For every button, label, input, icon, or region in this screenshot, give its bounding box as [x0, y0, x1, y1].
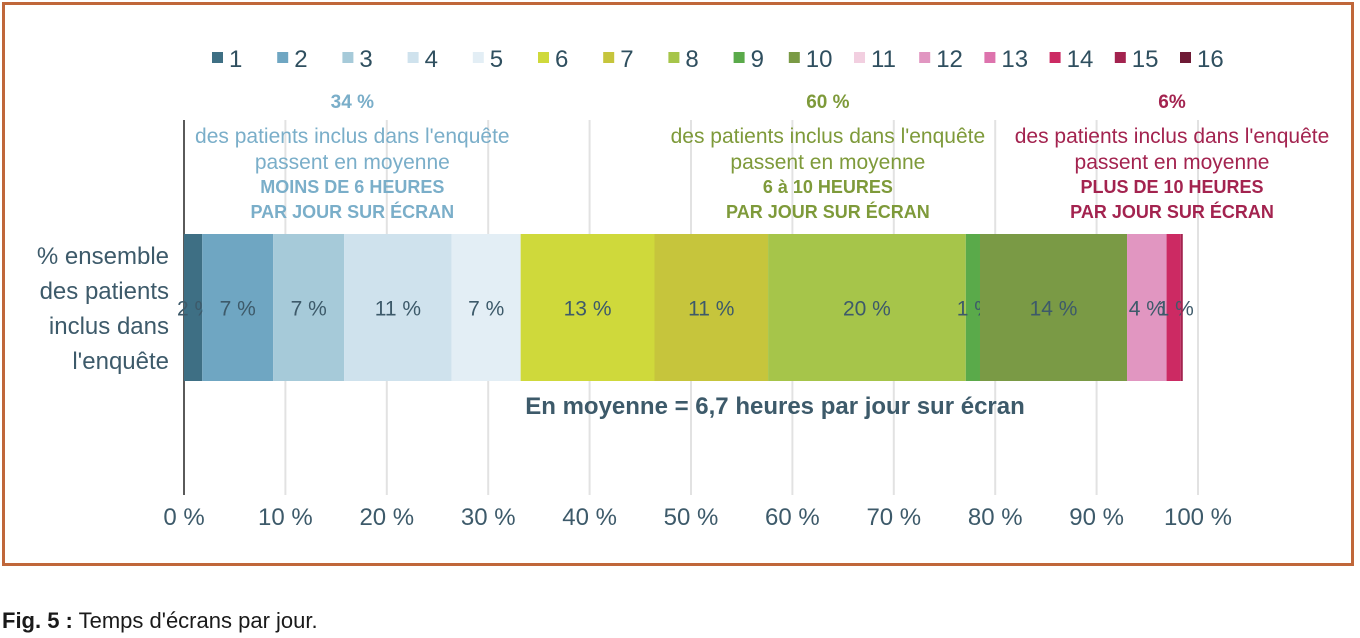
bar-segment	[273, 234, 345, 381]
caption-text: Temps d'écrans par jour.	[72, 608, 318, 633]
legend-label: 16	[1197, 46, 1224, 73]
legend-label: 2	[294, 46, 307, 73]
bar-segment	[1180, 234, 1183, 381]
data-label: 4 %	[1129, 298, 1165, 321]
x-tick-label: 10 %	[258, 504, 313, 531]
legend-swatch	[854, 52, 865, 63]
bar-segment	[979, 234, 1128, 381]
legend-swatch	[1114, 52, 1126, 63]
group-percentage: 6%	[1158, 92, 1186, 113]
group-description: passent en moyenne	[255, 151, 450, 174]
bar-segment	[965, 234, 980, 381]
legend-swatch	[984, 52, 996, 63]
data-label: 14 %	[1030, 298, 1078, 321]
x-tick-label: 0 %	[163, 504, 204, 531]
legend-swatch	[1049, 52, 1061, 63]
legend-swatch	[538, 52, 549, 63]
group-percentage: 34 %	[331, 92, 374, 113]
group-hours-label: PAR JOUR SUR ÉCRAN	[726, 201, 930, 222]
group-description: des patients inclus dans l'enquête	[195, 125, 510, 148]
legend-label: 6	[555, 46, 568, 73]
category-label: des patients	[40, 278, 169, 305]
legend-swatch	[407, 52, 419, 63]
legend-swatch	[277, 52, 289, 63]
data-label: 7 %	[468, 298, 504, 321]
bar-segment	[1127, 234, 1167, 381]
bar-segment	[520, 234, 655, 381]
data-label: 20 %	[843, 298, 891, 321]
data-label: 13 %	[564, 298, 612, 321]
legend-label: 11	[871, 46, 896, 73]
group-description: des patients inclus dans l'enquête	[1015, 125, 1330, 148]
x-tick-label: 100 %	[1164, 504, 1232, 531]
legend-swatch	[668, 52, 680, 63]
legend-swatch	[733, 52, 745, 63]
legend-swatch	[788, 52, 800, 63]
group-hours-label: PLUS DE 10 HEURES	[1080, 177, 1263, 197]
group-hours-label: MOINS DE 6 HEURES	[260, 177, 444, 197]
bar-segment	[654, 234, 769, 381]
x-tick-label: 60 %	[765, 504, 820, 531]
x-tick-label: 50 %	[664, 504, 719, 531]
legend-label: 8	[685, 46, 698, 73]
group-description: passent en moyenne	[1075, 151, 1270, 174]
legend-label: 15	[1132, 46, 1159, 73]
legend-swatch	[919, 52, 931, 63]
legend-swatch	[603, 52, 615, 63]
chart-frame	[2, 2, 1354, 566]
bar-segment	[344, 234, 452, 381]
bar-segment	[451, 234, 521, 381]
legend-label: 14	[1067, 46, 1094, 73]
data-label: 11 %	[688, 298, 734, 321]
x-tick-label: 20 %	[359, 504, 414, 531]
x-tick-label: 30 %	[461, 504, 516, 531]
legend-label: 10	[806, 46, 833, 73]
group-hours-label: PAR JOUR SUR ÉCRAN	[250, 201, 454, 222]
legend-swatch	[342, 52, 354, 63]
x-tick-label: 90 %	[1069, 504, 1124, 531]
figure-caption: Fig. 5 : Temps d'écrans par jour.	[2, 608, 318, 634]
legend-swatch	[1180, 52, 1191, 63]
legend-swatch	[212, 52, 223, 63]
legend-label: 9	[751, 46, 764, 73]
bar-segment	[184, 234, 203, 381]
bar-segment	[202, 234, 274, 381]
data-label: 7 %	[291, 298, 327, 321]
x-tick-label: 40 %	[562, 504, 617, 531]
average-annotation: En moyenne = 6,7 heures par jour sur écr…	[525, 393, 1025, 420]
caption-label: Fig. 5 :	[2, 608, 73, 633]
data-label: 1 %	[1158, 298, 1194, 321]
group-hours-label: 6 à 10 HEURES	[763, 177, 893, 197]
category-label: inclus dans	[49, 313, 169, 340]
legend-label: 13	[1001, 46, 1028, 73]
group-percentage: 60 %	[806, 92, 849, 113]
legend-label: 1	[229, 46, 242, 73]
bar-segment	[1166, 234, 1181, 381]
legend-label: 4	[425, 46, 438, 73]
category-label: l'enquête	[72, 348, 169, 375]
legend-swatch	[472, 52, 484, 63]
legend-label: 12	[936, 46, 963, 73]
data-label: 7 %	[220, 298, 256, 321]
group-description: passent en moyenne	[730, 151, 925, 174]
legend-label: 3	[359, 46, 372, 73]
stacked-bar-chart: 0 % 10 % 20 % 30 % 40 % 50 % 60 % 70 % 80 % 90 % 1…	[37, 46, 1330, 531]
legend-label: 5	[490, 46, 503, 73]
data-label: 11 %	[375, 298, 421, 321]
category-label: % ensemble	[37, 243, 169, 270]
group-description: des patients inclus dans l'enquête	[671, 125, 986, 148]
x-tick-label: 70 %	[866, 504, 921, 531]
bar-segment	[768, 234, 966, 381]
legend-label: 7	[620, 46, 633, 73]
group-hours-label: PAR JOUR SUR ÉCRAN	[1070, 201, 1274, 222]
x-tick-label: 80 %	[968, 504, 1023, 531]
